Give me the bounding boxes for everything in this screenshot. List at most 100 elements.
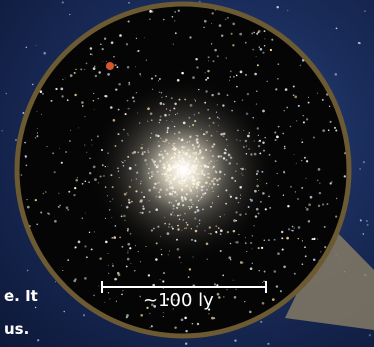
cluster-star [74, 278, 77, 281]
cluster-star [264, 38, 266, 40]
cluster-star [149, 10, 152, 13]
cluster-star [137, 49, 140, 52]
cluster-star [94, 65, 96, 67]
cluster-star [65, 206, 69, 210]
cluster-star [287, 204, 290, 208]
cluster-star [263, 270, 266, 273]
cluster-star [126, 66, 130, 69]
cluster-star [297, 237, 300, 240]
sky-star [364, 10, 366, 12]
cluster-star [107, 253, 109, 255]
cluster-star [322, 129, 326, 132]
cluster-star [47, 212, 49, 215]
cluster-star [180, 318, 184, 322]
cluster-star [40, 211, 43, 214]
cluster-star [150, 303, 154, 307]
cluster-star [249, 310, 252, 314]
cluster-star [98, 71, 101, 74]
cluster-star [150, 325, 153, 328]
cluster-star [37, 135, 39, 137]
cluster-star [62, 270, 64, 271]
cluster-star [227, 17, 229, 19]
cluster-star [55, 87, 58, 91]
cluster-star [139, 295, 142, 298]
cluster-star [287, 228, 291, 231]
cluster-star [174, 20, 176, 22]
cluster-star [293, 154, 295, 155]
sky-star [34, 306, 37, 309]
cluster-star [244, 242, 247, 244]
cluster-star [74, 186, 77, 190]
cluster-star [290, 185, 292, 188]
cluster-star [291, 225, 294, 228]
cluster-star [218, 296, 221, 299]
cluster-star [292, 85, 295, 88]
cluster-star [301, 186, 304, 189]
sky-star [366, 223, 369, 226]
cluster-star [304, 255, 307, 258]
cluster-star [108, 264, 110, 266]
cluster-star [151, 77, 153, 80]
cluster-star [100, 43, 102, 45]
cluster-star [107, 73, 110, 76]
cluster-star [176, 299, 179, 302]
sky-star [8, 291, 11, 294]
cluster-star [145, 59, 148, 61]
cluster-star [213, 283, 217, 286]
cluster-star [308, 96, 309, 98]
cluster-star [305, 208, 309, 211]
cluster-star [335, 215, 338, 218]
cluster-star [293, 227, 295, 229]
cluster-star [159, 279, 161, 281]
cluster-star [62, 78, 64, 81]
cluster-star [106, 60, 108, 62]
cluster-star [42, 192, 45, 195]
cluster-star [262, 51, 265, 54]
cluster-star [178, 296, 180, 298]
cluster-star [34, 198, 37, 202]
cluster-star [317, 168, 321, 171]
cluster-star [251, 262, 253, 264]
cluster-star [299, 64, 302, 67]
cluster-star [343, 175, 346, 178]
cluster-star [86, 256, 88, 259]
cluster-star [301, 240, 303, 242]
cluster-star [239, 70, 243, 74]
cluster-star [105, 94, 108, 98]
sky-star [366, 220, 368, 222]
cluster-star [203, 26, 205, 29]
cluster-star [251, 32, 254, 35]
cluster-star [46, 145, 48, 148]
cluster-star [331, 181, 333, 183]
cluster-star [135, 37, 137, 40]
cluster-star [277, 185, 279, 187]
cluster-star [93, 108, 95, 110]
cluster-star [297, 104, 300, 107]
cluster-star [109, 298, 111, 300]
cluster-star [235, 74, 238, 77]
cluster-star [89, 47, 93, 50]
cluster-star [102, 61, 104, 63]
cluster-star [260, 246, 264, 250]
cluster-star [302, 114, 305, 117]
cluster-star [117, 273, 121, 277]
cluster-star [61, 95, 64, 98]
cluster-star [235, 288, 237, 290]
cluster-star [112, 265, 114, 267]
cluster-star [267, 239, 270, 242]
cluster-star [256, 32, 259, 35]
cluster-star [297, 226, 301, 229]
cluster-star [26, 205, 30, 209]
cluster-star [305, 160, 309, 163]
sky-star [267, 342, 270, 345]
cluster-star [277, 125, 280, 128]
cluster-star [301, 141, 304, 144]
cluster-star [189, 36, 192, 39]
cluster-star [216, 284, 219, 287]
cluster-star [115, 300, 117, 302]
cluster-star [136, 50, 138, 52]
cluster-star [263, 239, 266, 242]
cluster-star [239, 261, 243, 264]
cluster-star [318, 191, 322, 195]
sky-star [55, 281, 56, 283]
